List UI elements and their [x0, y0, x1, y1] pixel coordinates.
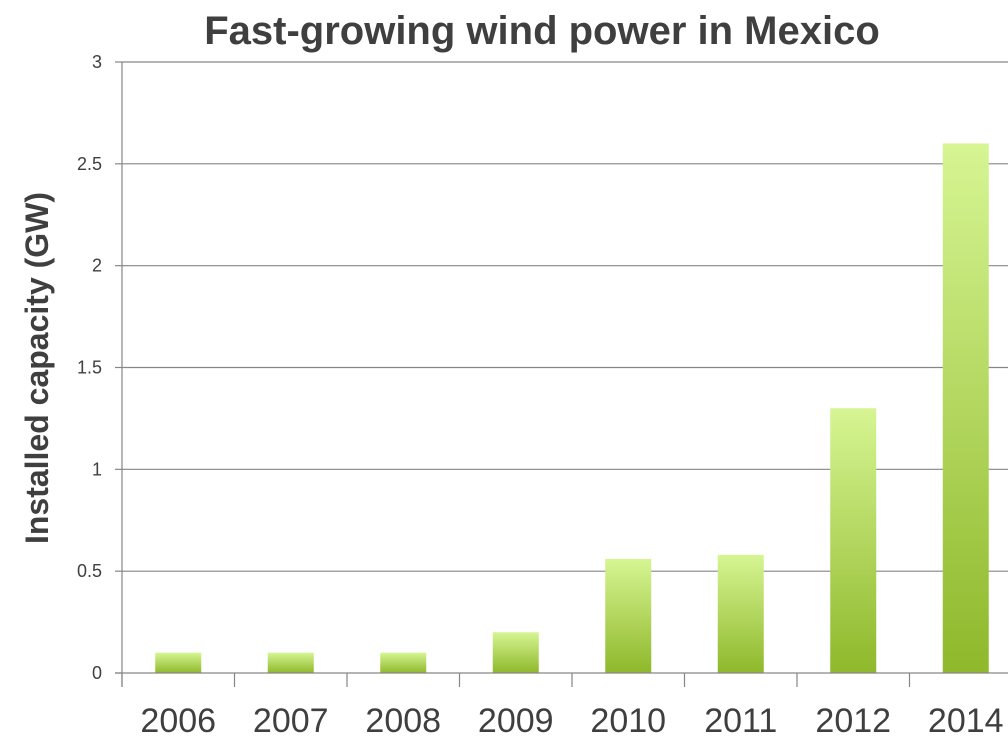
y-tick-label: 1.5 [77, 358, 102, 378]
bar-2010 [605, 558, 652, 673]
bar-2009 [492, 632, 539, 673]
axes [115, 61, 1008, 687]
y-tick-label: 0.5 [77, 561, 102, 581]
bars [155, 143, 989, 673]
x-tick-label: 2009 [478, 702, 554, 740]
y-tick-label: 1 [92, 459, 102, 479]
x-tick-label: 2011 [704, 702, 777, 740]
y-axis-label: Installed capacity (GW) [19, 192, 55, 544]
x-tick-label: 2010 [590, 702, 666, 740]
bar-2011 [717, 554, 764, 673]
chart-title: Fast-growing wind power in Mexico [204, 9, 880, 53]
y-tick-label: 2 [92, 256, 102, 276]
bar-2012 [830, 408, 877, 673]
bar-2006 [155, 652, 202, 673]
y-tick-labels: 0 0.5 1 1.5 2 2.5 3 [77, 52, 102, 683]
bar-2008 [380, 652, 427, 673]
x-tick-label: 2012 [815, 702, 891, 740]
x-tick-label: 2006 [140, 702, 216, 740]
y-tick-label: 0 [92, 663, 102, 683]
x-tick-label: 2008 [365, 702, 441, 740]
bar-2014 [942, 143, 989, 673]
bar-2007 [267, 652, 314, 673]
y-tick-label: 2.5 [77, 154, 102, 174]
y-tick-label: 3 [92, 52, 102, 72]
x-tick-label: 2014 [928, 702, 1004, 740]
x-tick-labels: 2006 2007 2008 2009 2010 2011 2012 2014 [140, 702, 1003, 740]
x-tick-label: 2007 [253, 702, 329, 740]
